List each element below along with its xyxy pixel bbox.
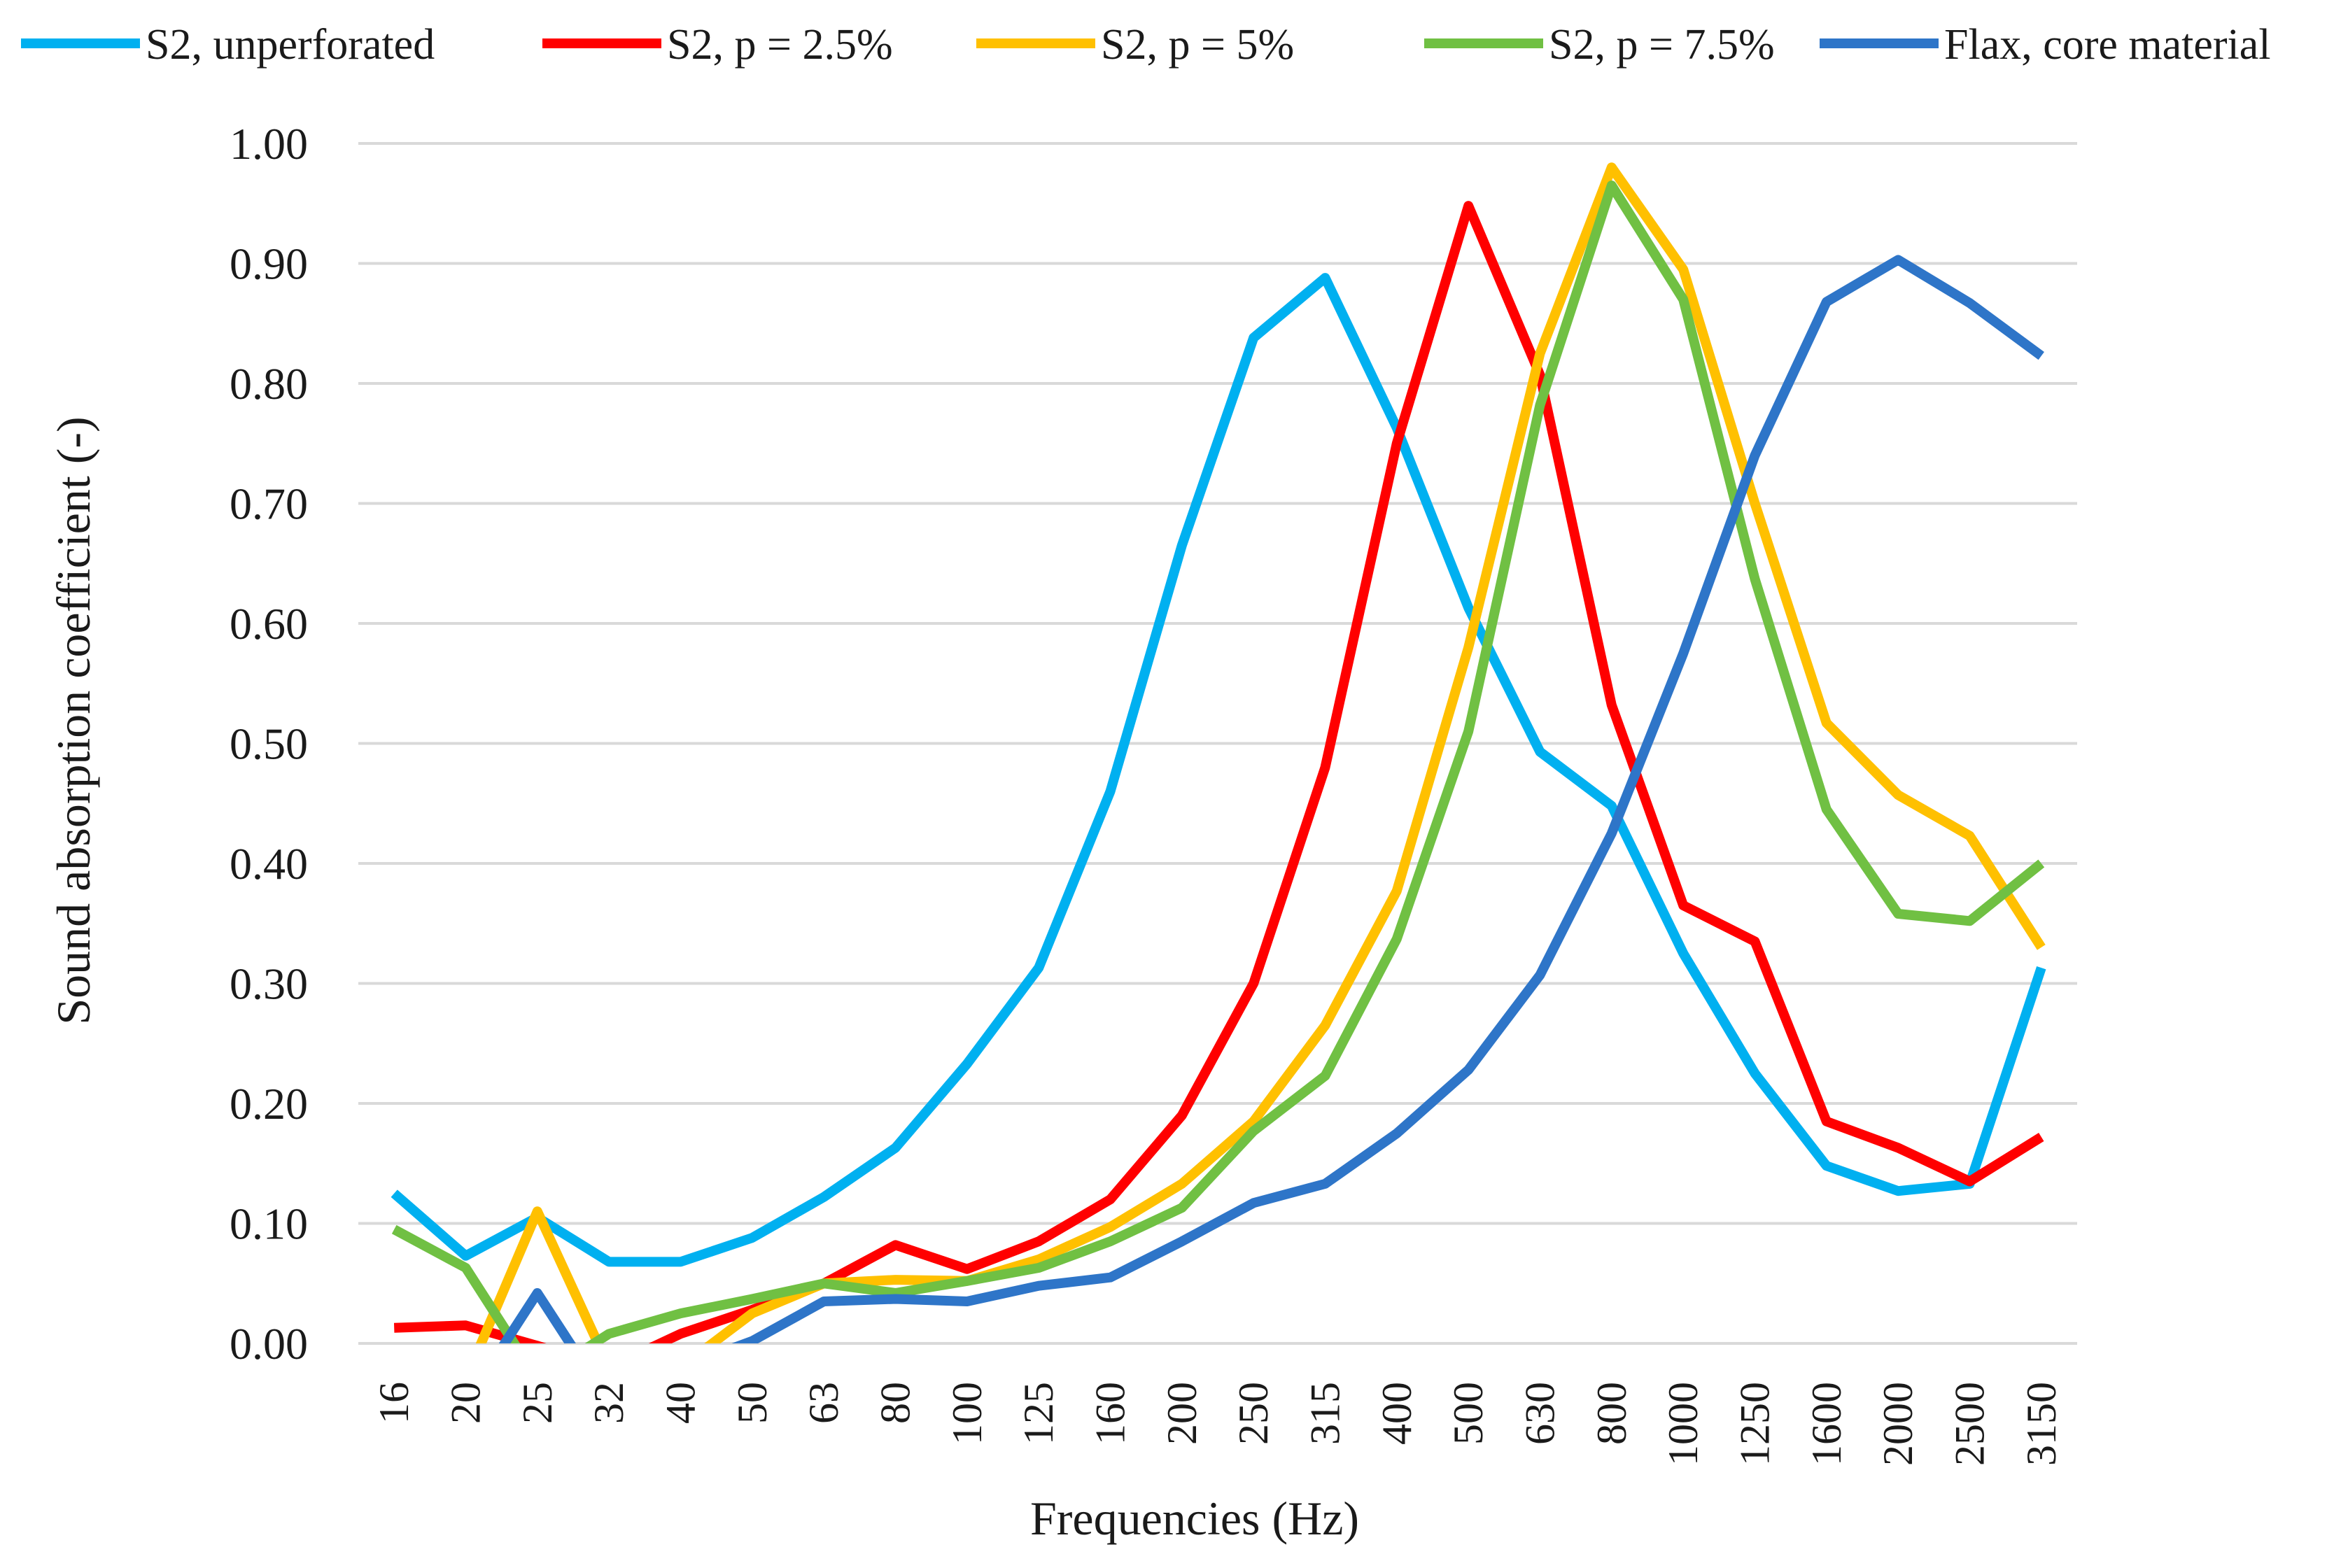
legend-label: S2, p = 2.5% xyxy=(667,21,893,69)
y-axis-ticks: 0.00 0.10 0.20 0.30 0.40 0.50 0.60 0.70 0.80 0.90… xyxy=(230,119,308,1369)
x-tick-label: 400 xyxy=(1374,1382,1420,1445)
x-tick-label: 100 xyxy=(944,1382,990,1445)
x-tick-label: 3150 xyxy=(2018,1382,2065,1466)
x-tick-label: 250 xyxy=(1230,1382,1277,1445)
x-tick-label: 20 xyxy=(443,1382,489,1424)
x-tick-label: 1000 xyxy=(1660,1382,1706,1466)
x-tick-label: 800 xyxy=(1589,1382,1635,1445)
x-tick-label: 630 xyxy=(1517,1382,1563,1445)
y-axis-title: Sound absorption coefficient (-) xyxy=(47,416,100,1024)
y-tick-label: 0.10 xyxy=(230,1199,308,1249)
x-tick-label: 2500 xyxy=(1947,1382,1993,1466)
x-tick-label: 63 xyxy=(801,1382,847,1424)
series-line-2 xyxy=(393,201,2044,1343)
x-tick-label: 80 xyxy=(873,1382,919,1424)
x-tick-label: 1250 xyxy=(1732,1382,1778,1466)
x-tick-label: 315 xyxy=(1302,1382,1349,1445)
legend-label: S2, p = 5% xyxy=(1101,21,1294,69)
x-tick-label: 125 xyxy=(1015,1382,1062,1445)
y-tick-label: 0.00 xyxy=(230,1319,308,1369)
x-tick-label: 50 xyxy=(729,1382,775,1424)
series-lines xyxy=(391,162,2046,1343)
y-tick-label: 1.00 xyxy=(230,119,308,169)
series-line-5 xyxy=(498,255,2044,1343)
x-tick-label: 16 xyxy=(371,1382,417,1424)
y-tick-label: 0.20 xyxy=(230,1079,308,1129)
y-tick-label: 0.40 xyxy=(230,839,308,889)
y-tick-label: 0.30 xyxy=(230,959,308,1009)
x-axis-ticks: 16 20 25 32 40 50 63 80 100 125 160 200 250 315 400 500… xyxy=(371,1382,2065,1466)
x-tick-label: 500 xyxy=(1445,1382,1491,1445)
legend: S2, unperforated S2, p = 2.5% S2, p = 5% S2… xyxy=(21,21,2271,69)
y-tick-label: 0.80 xyxy=(230,359,308,409)
x-tick-label: 200 xyxy=(1159,1382,1205,1445)
x-axis-title: Frequencies (Hz) xyxy=(1030,1492,1359,1545)
x-tick-label: 25 xyxy=(514,1382,561,1424)
x-tick-label: 40 xyxy=(658,1382,704,1424)
legend-label: Flax, core material xyxy=(1944,21,2271,69)
series-line-1 xyxy=(391,273,2046,1267)
series-line-4 xyxy=(391,181,2045,1343)
y-tick-label: 0.60 xyxy=(230,599,308,649)
y-tick-label: 0.50 xyxy=(230,719,308,769)
y-tick-label: 0.90 xyxy=(230,239,308,289)
x-tick-label: 32 xyxy=(586,1382,632,1424)
x-tick-label: 1600 xyxy=(1804,1382,1850,1466)
x-tick-label: 2000 xyxy=(1875,1382,1921,1466)
y-tick-label: 0.70 xyxy=(230,479,308,529)
series-line-3 xyxy=(475,162,2046,1343)
legend-label: S2, unperforated xyxy=(146,21,435,69)
x-tick-label: 160 xyxy=(1088,1382,1134,1445)
legend-label: S2, p = 7.5% xyxy=(1549,21,1775,69)
